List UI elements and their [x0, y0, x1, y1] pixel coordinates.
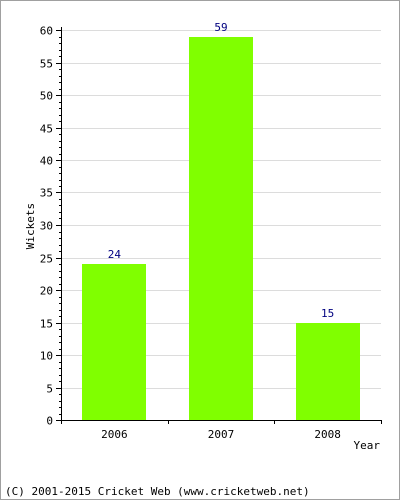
footer-copyright: (C) 2001-2015 Cricket Web (www.cricketwe… — [5, 485, 310, 498]
y-tick-label: 10 — [40, 350, 53, 363]
bars — [82, 37, 360, 420]
bar-2008 — [296, 323, 360, 420]
labels: 0 5 10 15 20 25 30 35 40 45 50 55 60 24 2006 59 2007 15 20… — [40, 21, 341, 441]
bar-2007 — [189, 37, 253, 420]
x-axis-title: Year — [354, 439, 381, 452]
bar-2006 — [82, 264, 146, 420]
y-tick-label: 20 — [40, 285, 53, 298]
y-tick-label: 25 — [40, 253, 53, 266]
y-tick-label: 5 — [46, 383, 53, 396]
x-tick-label-2008: 2008 — [314, 428, 341, 441]
x-tick-label-2006: 2006 — [101, 428, 128, 441]
y-axis-title: Wickets — [24, 203, 37, 249]
y-tick-label: 0 — [46, 415, 53, 428]
y-tick-label: 35 — [40, 187, 53, 200]
value-label-2008: 15 — [321, 307, 334, 320]
y-tick-label: 30 — [40, 220, 53, 233]
value-label-2006: 24 — [108, 248, 122, 261]
y-tick-label: 60 — [40, 25, 53, 38]
y-tick-label: 50 — [40, 90, 53, 103]
y-tick-label: 40 — [40, 155, 53, 168]
x-tick-label-2007: 2007 — [208, 428, 235, 441]
y-tick-label: 55 — [40, 58, 53, 71]
axes — [56, 27, 382, 424]
y-tick-label: 15 — [40, 318, 53, 331]
y-tick-label: 45 — [40, 123, 53, 136]
value-label-2007: 59 — [214, 21, 227, 34]
